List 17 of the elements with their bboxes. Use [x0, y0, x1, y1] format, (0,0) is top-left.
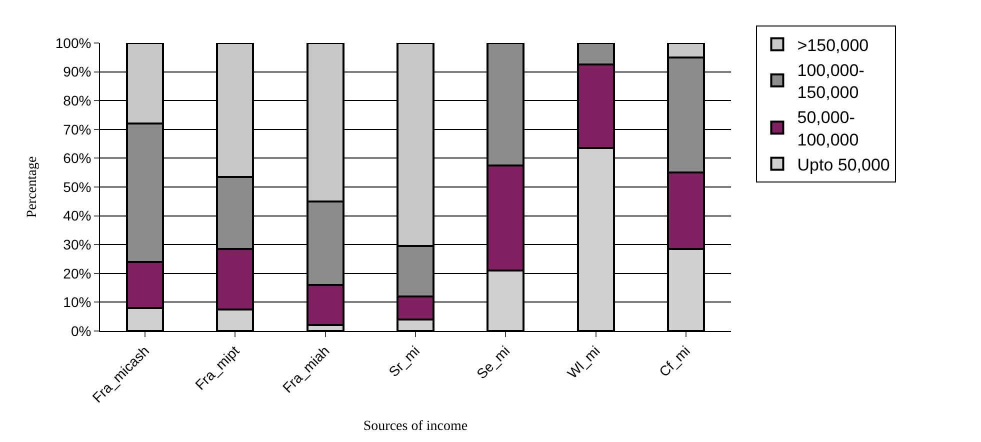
y-tick-label: 20%: [63, 265, 92, 282]
y-tick-label: 30%: [63, 236, 92, 252]
x-axis-title: Sources of income: [363, 418, 468, 434]
y-axis-title: Percentage: [24, 156, 40, 218]
legend-label: Upto 50,000: [797, 155, 890, 174]
y-tick-label: 70%: [63, 121, 92, 138]
y-tick-label: 100%: [55, 34, 92, 51]
legend-label: >150,000: [797, 36, 869, 55]
legend-label: 100,000-150,000: [797, 61, 864, 102]
y-tick-label: 90%: [63, 64, 92, 80]
y-tick-label: 40%: [63, 208, 92, 224]
y-tick-label: 60%: [63, 150, 92, 166]
legend-label: 50,000-100,000: [797, 108, 859, 150]
y-tick-label: 50%: [63, 178, 92, 195]
y-tick-label: 0%: [70, 322, 92, 339]
y-tick-label: 10%: [63, 294, 92, 310]
y-tick-label: 80%: [63, 92, 92, 108]
